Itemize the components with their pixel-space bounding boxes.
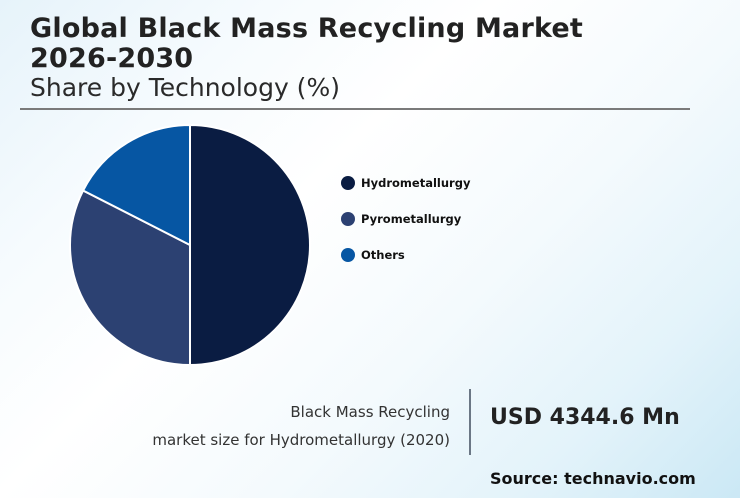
source-label: Source: technavio.com (490, 469, 696, 488)
pie-chart (69, 123, 311, 367)
legend-dot-icon (341, 212, 355, 226)
callout-description-line2: market size for Hydrometallurgy (2020) (152, 431, 450, 449)
callout-description-line1: Black Mass Recycling (290, 403, 450, 421)
callout-divider (469, 389, 471, 455)
header-divider (20, 108, 690, 110)
legend-item-pyrometallurgy: Pyrometallurgy (341, 210, 470, 228)
legend-dot-icon (341, 176, 355, 190)
legend-item-hydrometallurgy: Hydrometallurgy (341, 174, 470, 192)
callout-value: USD 4344.6 Mn (490, 405, 680, 430)
legend-label: Pyrometallurgy (361, 212, 462, 226)
chart-title-line2: 2026-2030 (30, 43, 194, 74)
legend-label: Hydrometallurgy (361, 176, 471, 190)
legend: Hydrometallurgy Pyrometallurgy Others (341, 174, 470, 282)
pie-slice-others (81, 123, 191, 247)
legend-dot-icon (341, 248, 355, 262)
chart-title-line1: Global Black Mass Recycling Market (30, 13, 584, 44)
legend-item-others: Others (341, 246, 470, 264)
chart-subtitle: Share by Technology (%) (30, 73, 340, 102)
pie-slice-hydrometallurgy (189, 123, 311, 367)
legend-label: Others (361, 248, 405, 262)
callout-description: Black Mass Recycling market size for Hyd… (152, 398, 450, 454)
pie-slice-pyrometallurgy (69, 189, 191, 367)
chart-title: Global Black Mass Recycling Market 2026-… (30, 14, 583, 74)
